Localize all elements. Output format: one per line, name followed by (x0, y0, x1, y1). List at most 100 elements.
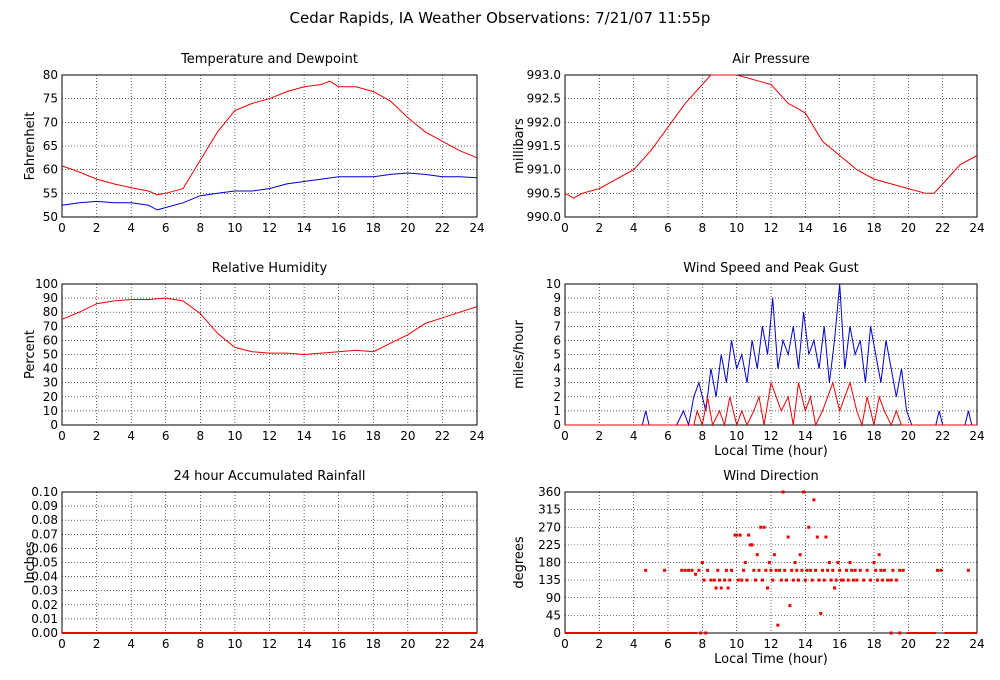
x-tick-label: 12 (763, 429, 778, 443)
data-point (644, 568, 648, 572)
x-tick-label: 6 (664, 429, 672, 443)
data-point (760, 578, 764, 582)
x-tick-label: 24 (969, 637, 984, 651)
data-point (824, 535, 828, 539)
x-tick-label: 0 (561, 637, 569, 651)
data-point (821, 568, 824, 572)
x-tick-label: 12 (262, 429, 277, 443)
y-axis-label: millibars (512, 118, 527, 174)
y-tick-label: 90 (43, 291, 58, 305)
data-point (872, 561, 876, 564)
data-point (699, 631, 703, 635)
y-tick-label: 270 (538, 520, 561, 534)
data-point (781, 490, 785, 494)
data-point (875, 578, 879, 582)
data-point (774, 568, 778, 572)
data-point (735, 533, 739, 537)
x-tick-label: 2 (596, 429, 604, 443)
data-point (762, 525, 766, 529)
data-point (779, 578, 783, 582)
data-point (889, 578, 893, 582)
y-tick-label: 0.05 (31, 556, 58, 570)
data-point (858, 568, 862, 572)
data-point (894, 578, 898, 582)
y-tick-label: 360 (538, 485, 561, 499)
x-tick-label: 12 (262, 221, 277, 235)
x-tick-label: 16 (331, 637, 346, 651)
data-point (822, 578, 826, 582)
y-axis-label: degrees (512, 536, 527, 589)
x-tick-label: 2 (93, 637, 101, 651)
page-title: Cedar Rapids, IA Weather Observations: 7… (290, 9, 711, 27)
x-tick-label: 6 (664, 637, 672, 651)
data-point (697, 568, 701, 572)
data-point (879, 568, 883, 572)
y-tick-label: 8 (553, 305, 561, 319)
x-tick-label: 10 (227, 429, 242, 443)
x-tick-label: 20 (400, 637, 415, 651)
x-tick-label: 10 (729, 637, 744, 651)
data-point (772, 553, 776, 557)
data-point (726, 586, 730, 590)
y-tick-label: 180 (538, 556, 561, 570)
y-tick-label: 0 (553, 418, 561, 432)
data-point (901, 568, 905, 572)
data-point (881, 578, 885, 582)
data-point (778, 568, 782, 572)
data-point (724, 568, 728, 572)
data-point (757, 568, 761, 572)
data-point (728, 578, 732, 582)
y-tick-label: 20 (43, 390, 58, 404)
data-point (718, 578, 721, 582)
data-point (817, 578, 821, 582)
x-tick-label: 6 (162, 429, 170, 443)
data-point (788, 604, 792, 608)
data-point (764, 568, 768, 572)
x-tick-label: 8 (197, 429, 205, 443)
x-tick-label: 8 (699, 429, 707, 443)
y-tick-label: 3 (553, 376, 561, 390)
data-point (723, 578, 727, 582)
x-tick-label: 24 (969, 429, 984, 443)
data-point (877, 553, 881, 557)
x-axis-label: Local Time (hour) (714, 444, 828, 459)
data-point (784, 578, 788, 582)
y-tick-label: 80 (43, 305, 58, 319)
x-tick-label: 20 (400, 429, 415, 443)
plot-frame (564, 491, 978, 634)
data-point (891, 568, 895, 572)
x-tick-label: 12 (763, 221, 778, 235)
x-tick-label: 2 (93, 221, 101, 235)
data-point (827, 561, 831, 564)
x-tick-label: 8 (699, 637, 707, 651)
data-point (693, 572, 697, 576)
x-tick-label: 20 (400, 221, 415, 235)
data-point (826, 568, 830, 572)
data-point (750, 543, 754, 547)
data-point (683, 568, 687, 572)
plot-frame (564, 283, 978, 426)
x-tick-label: 0 (58, 637, 66, 651)
x-tick-label: 22 (435, 429, 450, 443)
x-tick-label: 14 (296, 429, 311, 443)
x-tick-label: 18 (366, 221, 381, 235)
data-point (752, 568, 756, 572)
y-tick-label: 90 (546, 591, 561, 605)
data-point (738, 533, 742, 537)
x-tick-label: 0 (58, 429, 66, 443)
y-tick-label: 80 (43, 68, 58, 82)
data-point (800, 568, 804, 572)
x-tick-label: 14 (296, 221, 311, 235)
x-tick-label: 20 (901, 429, 916, 443)
data-point (705, 568, 709, 572)
y-axis-label: Inches (23, 541, 38, 583)
data-point (829, 578, 833, 582)
data-point (759, 525, 763, 529)
x-tick-label: 0 (561, 429, 569, 443)
data-point (846, 578, 850, 582)
data-point (776, 623, 780, 627)
y-tick-label: 7 (553, 319, 561, 333)
data-point (838, 568, 842, 572)
data-point (796, 578, 800, 582)
